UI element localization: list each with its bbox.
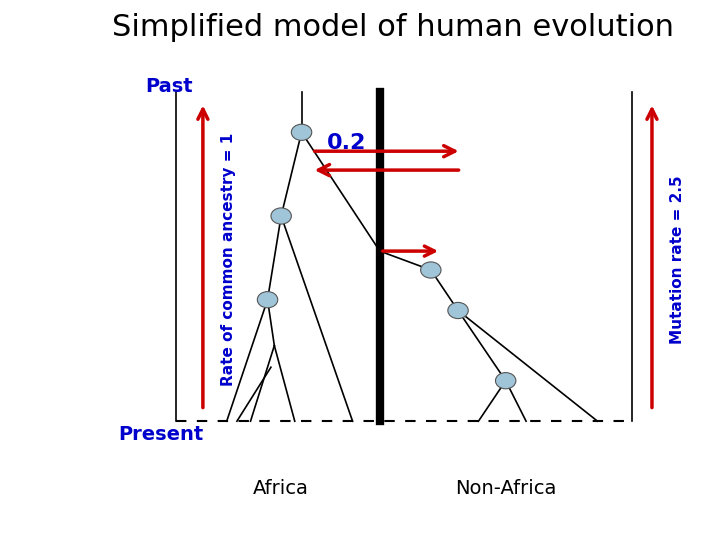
- Circle shape: [271, 208, 292, 224]
- Text: Past: Past: [145, 77, 193, 96]
- Circle shape: [257, 292, 278, 308]
- Circle shape: [495, 373, 516, 389]
- Text: Rate of common ancestry = 1: Rate of common ancestry = 1: [221, 133, 236, 386]
- Circle shape: [420, 262, 441, 278]
- Text: 0.2: 0.2: [327, 133, 366, 153]
- Text: Mutation rate = 2.5: Mutation rate = 2.5: [670, 175, 685, 343]
- Text: Present: Present: [118, 425, 203, 444]
- Text: Simplified model of human evolution: Simplified model of human evolution: [112, 12, 675, 42]
- Text: Africa: Africa: [253, 479, 309, 498]
- Circle shape: [448, 302, 468, 319]
- Text: Structured populations: Structured populations: [12, 171, 27, 369]
- Text: Non-Africa: Non-Africa: [455, 479, 557, 498]
- Circle shape: [292, 124, 312, 140]
